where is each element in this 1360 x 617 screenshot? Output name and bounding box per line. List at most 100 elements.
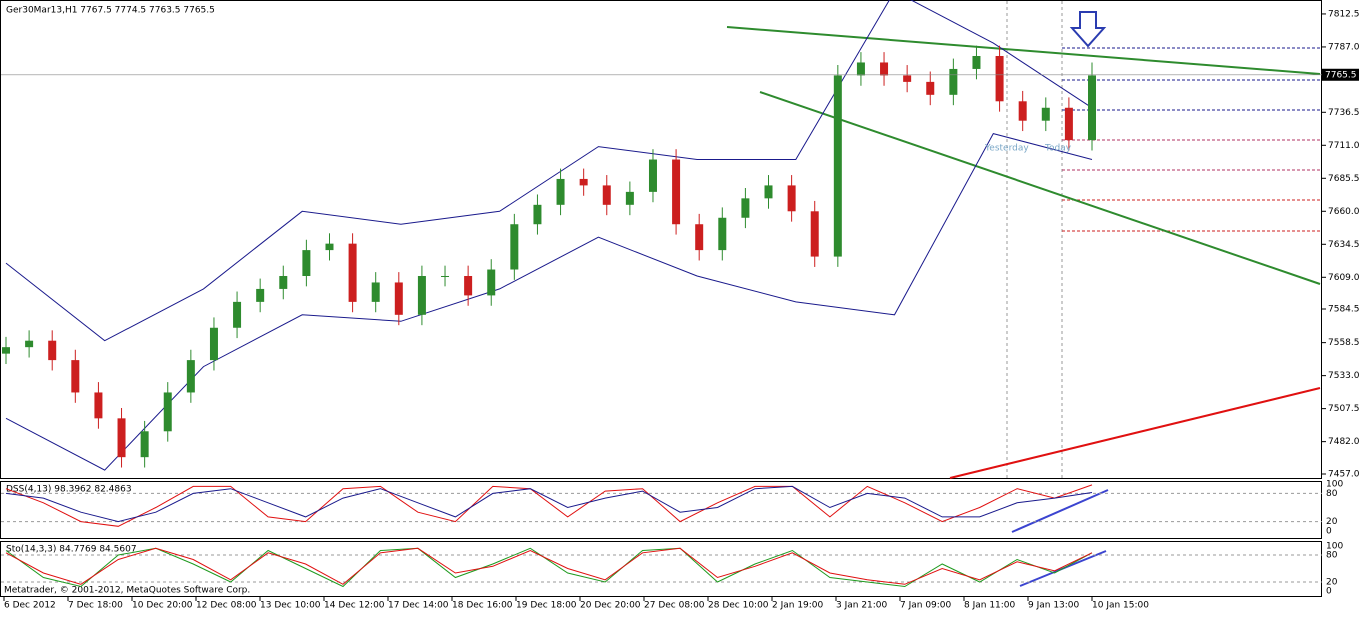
candle-body	[441, 275, 450, 277]
x-tick-label: 28 Dec 10:00	[708, 601, 769, 611]
y-tick-label: 7736.5	[1328, 108, 1360, 118]
candle-body	[209, 327, 218, 361]
x-tick-label: 12 Dec 08:00	[196, 601, 257, 611]
candle-body	[741, 198, 750, 218]
candle-body	[1064, 107, 1073, 141]
candle-body	[1088, 75, 1096, 141]
last-price-box	[1322, 68, 1359, 81]
candle-body	[140, 431, 149, 458]
candle-body	[71, 360, 80, 393]
candle-body	[810, 211, 819, 257]
indicator-title: DSS(4,13) 98.3962 82.4863	[6, 485, 132, 495]
x-tick-label: 7 Dec 18:00	[68, 601, 123, 611]
y-tick-label: 80	[1326, 551, 1338, 561]
y-tick-label: 7533.0	[1328, 371, 1360, 381]
candle-body	[163, 392, 172, 432]
annotation: Today	[1044, 144, 1072, 154]
main-panel	[0, 0, 1322, 479]
y-tick-label: 7634.5	[1328, 240, 1360, 250]
trendline	[949, 387, 1321, 479]
y-tick-label: 0	[1326, 587, 1332, 597]
candle-body	[648, 159, 657, 192]
candle-body	[1041, 107, 1050, 121]
y-tick-label: 7711.0	[1328, 141, 1360, 151]
x-tick-label: 19 Dec 18:00	[516, 601, 577, 611]
indicator-line	[5, 547, 1093, 585]
y-tick-label: 80	[1326, 489, 1338, 499]
candle-body	[256, 288, 265, 302]
indicator-line	[5, 484, 1093, 527]
bollinger-band	[5, 0, 1093, 342]
candle-body	[833, 75, 842, 257]
x-tick-label: 10 Jan 15:00	[1092, 601, 1149, 611]
x-tick-label: 18 Dec 16:00	[452, 601, 513, 611]
y-tick-label: 7787.0	[1328, 42, 1360, 52]
x-tick-label: 6 Dec 2012	[4, 601, 56, 611]
x-tick-label: 17 Dec 14:00	[388, 601, 449, 611]
candle-body	[672, 159, 681, 225]
candle-body	[579, 178, 588, 186]
y-tick-label: 7812.5	[1328, 9, 1360, 19]
candle-body	[464, 275, 473, 296]
candle-body	[25, 340, 34, 348]
y-tick-label: 100	[1326, 480, 1343, 490]
candle-body	[602, 185, 611, 205]
candle-body	[325, 243, 334, 251]
candle-body	[556, 178, 565, 205]
y-tick-label: 7558.5	[1328, 338, 1360, 348]
divergence-line	[1011, 489, 1109, 533]
candle-body	[487, 269, 496, 296]
candle-body	[510, 224, 519, 270]
candle-body	[926, 81, 935, 95]
candle-body	[718, 217, 727, 251]
y-tick-label: 7507.5	[1328, 404, 1360, 414]
y-tick-label: 7457.0	[1328, 469, 1360, 479]
x-tick-label: 8 Jan 11:00	[964, 601, 1016, 611]
candle-body	[1018, 101, 1027, 121]
candle-body	[695, 224, 704, 251]
last-price-label: 7765.5	[1325, 70, 1357, 80]
candle-body	[533, 204, 542, 225]
x-tick-label: 2 Jan 19:00	[772, 601, 824, 611]
y-tick-label: 20	[1326, 517, 1338, 527]
candle-body	[417, 275, 426, 315]
x-tick-label: 13 Dec 10:00	[260, 601, 321, 611]
candle-body	[302, 250, 311, 276]
candle-body	[2, 347, 10, 354]
candle-body	[949, 68, 958, 95]
y-tick-label: 7482.0	[1328, 437, 1360, 447]
x-tick-label: 10 Dec 20:00	[132, 601, 193, 611]
candle-body	[995, 55, 1004, 102]
y-tick-label: 7584.5	[1328, 304, 1360, 314]
x-tick-label: 27 Dec 08:00	[644, 601, 705, 611]
trendline	[726, 26, 1321, 75]
candle-body	[348, 243, 357, 302]
candle-body	[880, 62, 889, 76]
candle-body	[972, 55, 981, 69]
candle-body	[764, 185, 773, 199]
drawings	[726, 1, 1321, 587]
chart-title: Ger30Mar13,H1 7767.5 7774.5 7763.5 7765.…	[6, 6, 215, 16]
x-tick-label: 7 Jan 09:00	[900, 601, 952, 611]
indicator-line	[5, 485, 1093, 523]
copyright: Metatrader, © 2001-2012, MetaQuotes Soft…	[4, 586, 250, 596]
candle-body	[856, 62, 865, 76]
candle-body	[94, 392, 103, 419]
candle-body	[371, 282, 380, 302]
x-tick-label: 3 Jan 21:00	[836, 601, 888, 611]
indicator-line	[5, 547, 1093, 588]
y-tick-label: 7685.5	[1328, 174, 1360, 184]
candle-body	[279, 275, 288, 289]
candle-body	[394, 282, 403, 315]
y-tick-label: 0	[1326, 527, 1332, 537]
y-tick-label: 100	[1326, 542, 1343, 552]
arrow	[1069, 11, 1107, 48]
trendline	[759, 91, 1321, 285]
x-tick-label: 14 Dec 12:00	[324, 601, 385, 611]
annotation: Yesterday	[984, 144, 1029, 154]
y-tick-label: 20	[1326, 578, 1338, 588]
indicator-title: Sto(14,3,3) 84.7769 84.5607	[6, 545, 137, 555]
x-tick-label: 20 Dec 20:00	[580, 601, 641, 611]
